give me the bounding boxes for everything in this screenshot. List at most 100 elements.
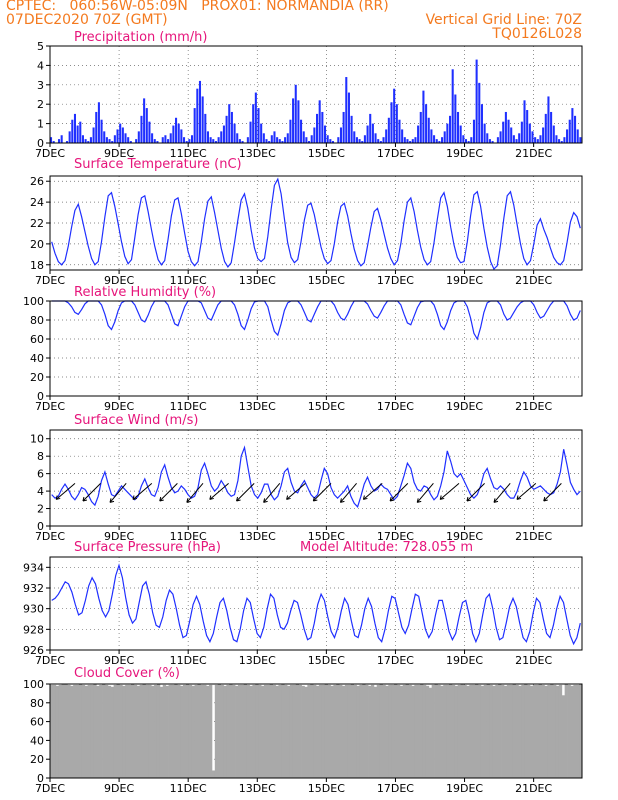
precip-bar: [528, 123, 531, 143]
x-tick-label-humidity: 15DEC: [308, 400, 345, 413]
cloud-cover-bar: [52, 684, 57, 778]
y-tick-label-temperature: 22: [30, 217, 44, 230]
cloud-cover-bar: [76, 684, 80, 778]
wind-arrow-head: [132, 495, 138, 500]
cloud-cover-bar: [446, 684, 450, 778]
precip-bar: [310, 135, 313, 143]
precip-bar: [464, 139, 468, 143]
precip-bar: [209, 137, 212, 143]
cloud-cover-bar: [399, 685, 404, 778]
wind-arrow-head: [312, 496, 318, 502]
x-tick-label-humidity: 17DEC: [377, 400, 414, 413]
precip-bar: [206, 131, 209, 143]
precip-bar: [406, 139, 409, 143]
precip-bar: [284, 137, 287, 143]
precip-bar: [326, 135, 329, 143]
cloud-cover-bar: [87, 684, 91, 778]
precip-bar: [563, 137, 566, 143]
wind-arrow-head: [416, 498, 422, 503]
cloud-cover-bar: [64, 684, 68, 778]
precip-bar: [321, 111, 324, 143]
header-date-line: 07DEC2020 70Z (GMT): [6, 12, 168, 28]
x-tick-label-precipitation: 19DEC: [446, 147, 483, 160]
wind-arrow-shaft: [516, 482, 537, 500]
precip-bar: [254, 92, 257, 143]
precip-bar: [153, 139, 156, 143]
x-tick-label-pressure: 17DEC: [377, 654, 414, 667]
x-tick-label-pressure: 19DEC: [446, 654, 483, 667]
wind-arrow-head: [159, 496, 164, 502]
cloud-cover-bar: [460, 684, 464, 778]
cloud-cover-bar: [58, 684, 62, 778]
precip-bar: [129, 141, 132, 143]
wind-arrow-head: [389, 496, 395, 502]
precip-bar: [547, 96, 550, 143]
x-tick-label-wind: 17DEC: [377, 530, 414, 543]
precip-bar: [520, 121, 523, 143]
cloud-cover-bar: [475, 684, 479, 778]
y-tick-label-wind: 2: [37, 503, 44, 516]
cloud-cover-bar: [136, 685, 141, 778]
precip-bar: [225, 115, 228, 143]
cloud-cover-bar: [223, 685, 227, 778]
x-tick-label-cloud-cover: 7DEC: [35, 782, 65, 795]
y-tick-label-temperature: 26: [30, 175, 44, 188]
cloud-cover-bar: [122, 685, 126, 778]
precip-bar: [81, 135, 84, 143]
cloud-cover-bar: [174, 684, 178, 778]
x-tick-label-wind: 15DEC: [308, 530, 345, 543]
cloud-cover-bar: [483, 684, 487, 778]
precip-bar: [236, 133, 239, 143]
precip-bar: [164, 135, 167, 143]
wind-arrow-head: [516, 495, 522, 500]
precip-bar: [438, 141, 441, 143]
panel-frame-humidity: [49, 300, 583, 397]
precip-bar: [204, 113, 207, 143]
cloud-cover-bar: [102, 684, 106, 778]
cloud-cover-bar: [240, 684, 245, 778]
cloud-cover-bar: [266, 684, 271, 778]
cloud-cover-bar: [538, 684, 542, 778]
cloud-cover-bar: [235, 685, 239, 778]
precip-bar: [480, 104, 483, 143]
cloud-cover-bar: [318, 684, 323, 778]
precip-bar: [462, 135, 465, 143]
precip-bar: [177, 123, 180, 143]
y-tick-label-humidity: 40: [30, 352, 44, 365]
precip-bar: [281, 141, 284, 143]
cloud-cover-bar: [229, 684, 233, 778]
precip-bar: [222, 125, 225, 143]
panel-title-precipitation: Precipitation (mm/h): [74, 30, 207, 45]
precip-bar: [446, 123, 449, 143]
x-tick-label-cloud-cover: 11DEC: [170, 782, 207, 795]
cloud-cover-bar: [457, 684, 461, 778]
precip-bar: [84, 139, 87, 143]
wind-arrow-head: [82, 496, 88, 502]
precip-bar: [441, 137, 444, 143]
y-tick-label-cloud-cover: 60: [30, 716, 44, 729]
cloud-cover-bar: [420, 684, 424, 778]
precip-bar: [456, 111, 460, 143]
cloud-cover-bar: [191, 685, 195, 778]
precip-bar: [571, 108, 574, 143]
cloud-cover-bar: [414, 684, 418, 778]
x-tick-label-temperature: 9DEC: [104, 274, 134, 287]
precip-bar: [425, 104, 428, 143]
precip-bar: [539, 135, 542, 143]
wind-arrow-shaft: [286, 482, 306, 500]
precip-bar: [414, 137, 417, 143]
wind-arrow-shaft: [439, 482, 460, 500]
precip-bar: [331, 141, 335, 143]
cloud-cover-bar: [249, 685, 253, 778]
y-tick-label-pressure: 928: [23, 623, 44, 636]
x-tick-label-humidity: 19DEC: [446, 400, 483, 413]
cloud-cover-bar: [301, 685, 305, 778]
precip-bar: [459, 125, 462, 143]
x-tick-label-wind: 13DEC: [239, 530, 276, 543]
precip-bar: [542, 127, 545, 143]
precip-bar: [435, 139, 438, 143]
precip-bar: [526, 110, 529, 143]
cloud-cover-bar: [194, 684, 198, 778]
wind-arrow-head: [109, 498, 115, 503]
precip-bar: [137, 131, 140, 143]
